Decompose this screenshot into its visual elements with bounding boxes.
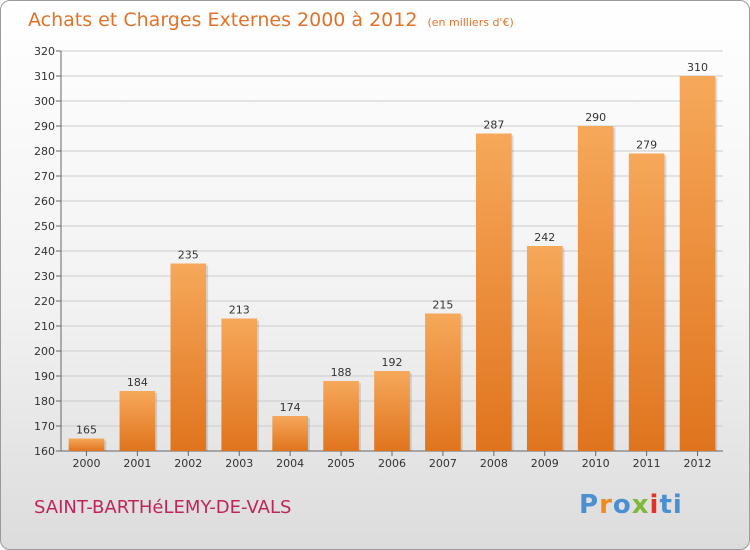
logo-letter: r	[599, 490, 613, 520]
y-tick-label: 270	[34, 170, 55, 183]
bar-2011	[628, 153, 665, 451]
x-tick-label-2006: 2006	[378, 457, 406, 470]
axes: 160 170 180 190 200 210 220 230 240 250 260 270 280 2…	[34, 45, 723, 470]
y-tick-label: 190	[34, 370, 55, 383]
bar-2000	[68, 438, 105, 451]
bar-2005	[323, 381, 359, 451]
value-label-2006: 192	[382, 356, 403, 369]
logo-letter: i	[672, 490, 683, 520]
x-tick-label-2004: 2004	[276, 457, 304, 470]
commune-name: SAINT-BARTHéLEMY-DE-VALS	[34, 497, 292, 518]
y-tick-label: 170	[34, 420, 55, 433]
y-tick-label: 210	[34, 320, 55, 333]
x-tick-label-2010: 2010	[582, 457, 610, 470]
bar-2003	[221, 318, 258, 451]
x-tick-label-2002: 2002	[174, 457, 202, 470]
data-labels: 165 184 235 213 174 188 192 215 287 242 290 279 310	[76, 61, 708, 437]
value-label-2002: 235	[178, 249, 199, 262]
logo-letter: P	[579, 490, 600, 520]
value-label-2011: 279	[636, 139, 657, 152]
y-tick-label: 310	[34, 70, 55, 83]
y-tick-label: 280	[34, 145, 55, 158]
chart-title: Achats et Charges Externes 2000 à 2012 (e…	[28, 9, 514, 31]
bar-2004	[272, 416, 308, 451]
bar-2006	[374, 371, 410, 451]
x-tick-label-2011: 2011	[633, 457, 661, 470]
x-tick-label-2009: 2009	[531, 457, 559, 470]
y-tick-label: 260	[34, 195, 55, 208]
y-tick-label: 300	[34, 95, 55, 108]
value-label-2004: 174	[280, 401, 301, 414]
value-label-2010: 290	[585, 111, 606, 124]
y-tick-label: 200	[34, 345, 55, 358]
value-label-2001: 184	[127, 376, 148, 389]
y-tick-label: 220	[34, 295, 55, 308]
bar-2009	[526, 246, 563, 451]
chart-unit: (en milliers d'€)	[427, 16, 514, 29]
logo-letter: i	[649, 490, 660, 520]
y-tick-label: 250	[34, 220, 55, 233]
y-tick-label: 160	[34, 445, 55, 458]
chart-title-text: Achats et Charges Externes 2000 à 2012	[28, 9, 418, 31]
x-tick-label-2003: 2003	[225, 457, 253, 470]
logo-letter: t	[659, 490, 673, 520]
y-tick-label: 320	[34, 45, 55, 58]
y-tick-label: 240	[34, 245, 55, 258]
y-tick-label: 230	[34, 270, 55, 283]
proxiti-logo: Proxiti	[579, 490, 683, 520]
value-label-2000: 165	[76, 424, 97, 437]
value-label-2007: 215	[432, 299, 453, 312]
x-tick-label-2005: 2005	[327, 457, 355, 470]
x-tick-label-2008: 2008	[480, 457, 508, 470]
x-tick-label-2001: 2001	[123, 457, 151, 470]
value-label-2005: 188	[331, 366, 352, 379]
logo-letter: o	[612, 490, 632, 520]
bar-2007	[425, 313, 461, 451]
bar-2010	[577, 126, 614, 451]
logo-letter: x	[631, 490, 650, 520]
x-tick-label-2000: 2000	[72, 457, 100, 470]
bar-2012	[679, 76, 716, 451]
x-tick-label-2007: 2007	[429, 457, 457, 470]
bar-2001	[119, 391, 156, 451]
value-label-2003: 213	[229, 304, 250, 317]
y-tick-label: 180	[34, 395, 55, 408]
value-label-2009: 242	[534, 231, 555, 244]
bars	[68, 76, 718, 451]
bar-2002	[170, 263, 207, 451]
bar-2008	[476, 133, 512, 451]
y-tick-label: 290	[34, 120, 55, 133]
value-label-2012: 310	[687, 61, 708, 74]
value-label-2008: 287	[483, 119, 504, 132]
x-tick-label-2012: 2012	[684, 457, 712, 470]
